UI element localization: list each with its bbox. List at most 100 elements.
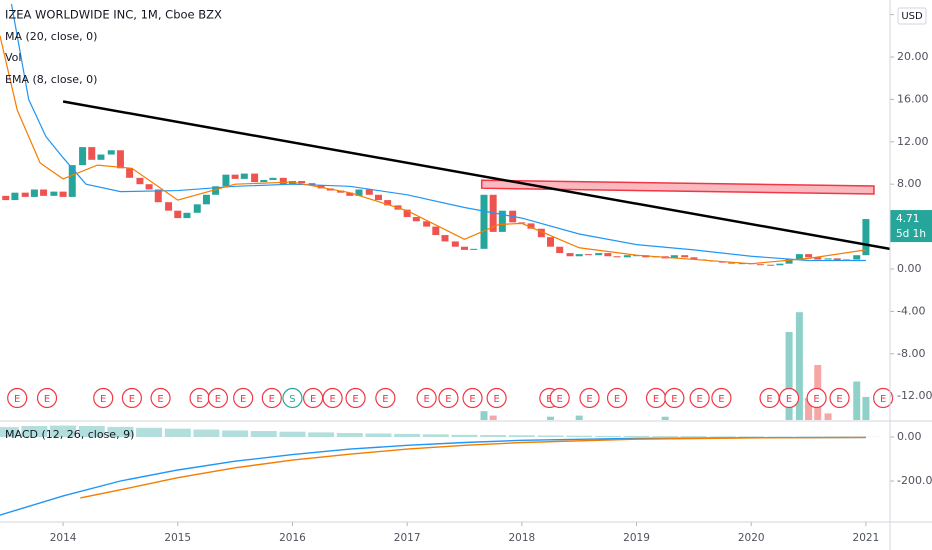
last-price: 4.71	[896, 213, 919, 225]
event-label: E	[671, 394, 677, 405]
event-marker	[322, 387, 343, 409]
macd-y-tick-label: -200.00	[897, 474, 932, 487]
volume-bar	[661, 416, 669, 420]
candle-body	[432, 226, 440, 236]
macd-histogram-bar	[652, 436, 679, 438]
candle-body	[374, 194, 382, 201]
currency-box[interactable]	[897, 7, 927, 25]
event-marker	[711, 387, 732, 409]
currency: USD	[901, 11, 923, 22]
trend-line	[62, 100, 891, 251]
candle-body	[441, 235, 449, 242]
candle-body	[260, 179, 268, 183]
event-label: E	[586, 394, 592, 405]
candle-body	[595, 253, 603, 256]
candle-body	[97, 154, 105, 160]
event-label: E	[157, 394, 163, 405]
countdown: 5d 1h	[896, 228, 926, 240]
candle-body	[527, 223, 535, 229]
event-label: E	[100, 394, 106, 405]
candle-body	[423, 221, 431, 227]
candle-body	[623, 255, 631, 258]
candle-body	[412, 217, 420, 222]
candle-body	[795, 254, 803, 260]
event-label: E	[766, 394, 772, 405]
candle-body	[384, 200, 392, 206]
macd-histogram-bar	[222, 430, 249, 438]
event-label: E	[129, 394, 135, 405]
candle-body	[212, 186, 220, 195]
symbol-title: IZEA WORLDWIDE INC, 1M, Cboe BZX	[5, 8, 222, 22]
event-marker	[438, 387, 459, 409]
volume-bar	[805, 398, 813, 420]
candle-body	[547, 237, 555, 247]
candle-body	[814, 257, 822, 260]
macd-histogram-bar	[394, 433, 421, 438]
ema-line	[0, 35, 867, 265]
candle-body	[728, 262, 736, 264]
macd-histogram-bar	[78, 426, 105, 438]
event-marker	[282, 387, 303, 409]
candle-body	[566, 253, 574, 257]
event-label: E	[14, 394, 20, 405]
volume-bar	[862, 396, 870, 420]
signal-line	[80, 436, 866, 499]
y-tick-label: 16.00	[897, 92, 929, 105]
event-label: E	[310, 394, 316, 405]
x-tick-label: 2017	[394, 532, 421, 544]
x-tick-label: 2014	[50, 532, 77, 544]
macd-histogram-bar	[107, 426, 134, 438]
event-label: E	[269, 394, 275, 405]
candle-body	[79, 147, 87, 166]
event-marker	[579, 387, 600, 409]
macd-histogram-bar	[193, 429, 220, 438]
candle-body	[480, 194, 488, 249]
candle-body	[298, 181, 306, 184]
event-marker	[375, 387, 396, 409]
macd-histogram-bar	[279, 431, 306, 438]
candle-body	[862, 219, 870, 256]
legend-ma: MA (20, close, 0)	[5, 30, 97, 43]
event-label: E	[546, 394, 552, 405]
event-label: E	[718, 394, 724, 405]
event-marker	[93, 387, 114, 409]
y-tick-label: -12.00	[897, 389, 932, 402]
event-marker	[261, 387, 282, 409]
event-marker	[664, 387, 685, 409]
macd-histogram-bar	[164, 428, 191, 438]
candle-body	[174, 210, 182, 219]
volume-bar	[795, 312, 803, 420]
candle-body	[193, 204, 201, 213]
macd-histogram-bar	[308, 432, 335, 438]
macd-histogram-bar	[250, 431, 277, 438]
candle-body	[59, 191, 67, 197]
event-marker	[778, 387, 800, 409]
candle-body	[11, 192, 19, 201]
x-tick-label: 2018	[508, 532, 535, 544]
candle-body	[853, 255, 861, 260]
candle-body	[154, 189, 162, 203]
candle-body	[584, 254, 592, 256]
event-label: E	[836, 394, 842, 405]
macd-histogram-bar	[136, 427, 163, 438]
event-marker	[7, 387, 28, 409]
candle-body	[88, 147, 96, 160]
candle-body	[805, 254, 813, 258]
candle-body	[145, 184, 153, 190]
macd-histogram-bar	[480, 435, 507, 438]
macd-histogram-bar	[451, 434, 478, 438]
event-marker	[873, 387, 894, 409]
candle-body	[40, 189, 48, 196]
candle-body	[279, 177, 287, 185]
event-label: E	[44, 394, 50, 405]
macd-histogram-bar	[537, 435, 564, 438]
event-marker	[806, 387, 827, 409]
event-marker	[829, 387, 850, 409]
x-tick-label: 2021	[853, 532, 880, 544]
event-label: E	[813, 394, 819, 405]
macd-histogram-bar	[50, 425, 77, 438]
candle-body	[824, 258, 832, 260]
macd-histogram-bar	[508, 435, 535, 438]
candle-body	[604, 253, 612, 257]
